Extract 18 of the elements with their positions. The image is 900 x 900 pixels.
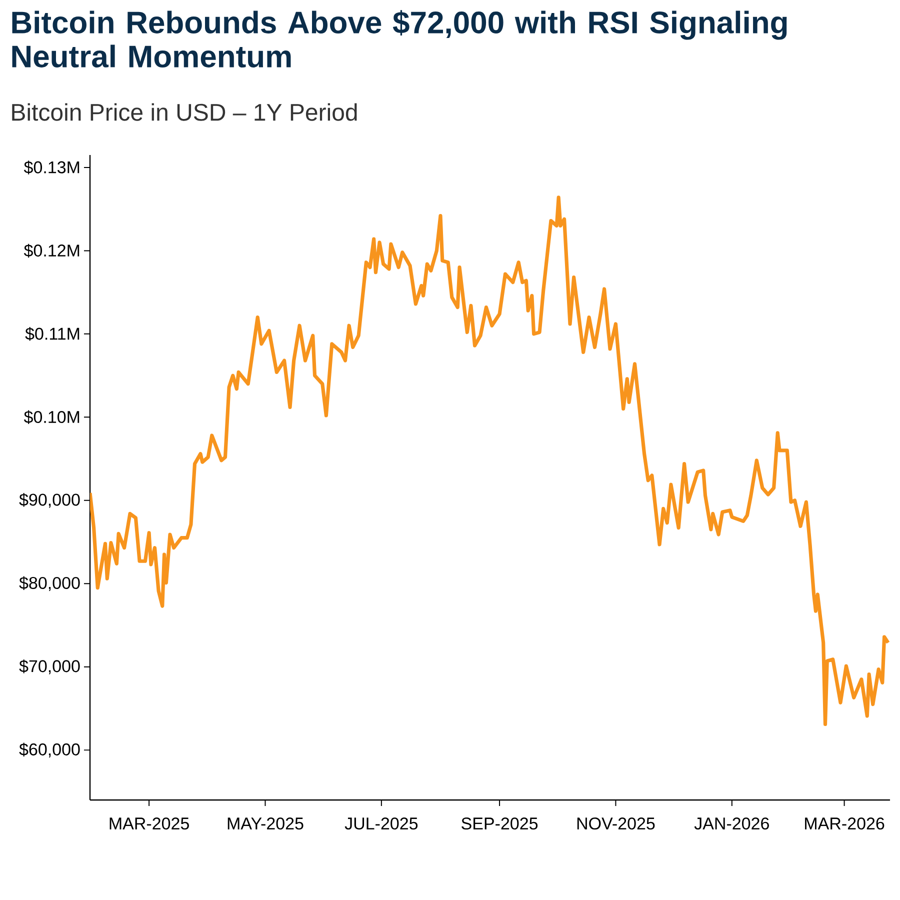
x-tick-label: MAR-2026 bbox=[805, 818, 884, 830]
x-tick-label: SEP-2025 bbox=[462, 818, 538, 830]
x-tick-label: JUL-2025 bbox=[344, 818, 418, 830]
x-tick-label: JAN-2026 bbox=[694, 818, 769, 830]
y-tick-label: $0.13M bbox=[24, 160, 80, 174]
x-tick-label: MAY-2025 bbox=[228, 818, 304, 830]
y-tick-label: $0.12M bbox=[24, 244, 80, 258]
x-tick-label: MAR-2025 bbox=[110, 818, 189, 830]
y-tick-label: $0.10M bbox=[24, 410, 80, 424]
y-tick-label: $60,000 bbox=[19, 742, 80, 758]
y-tick-label: $0.11M bbox=[25, 327, 80, 341]
chart-title: Bitcoin Rebounds Above $72,000 with RSI Signaling Neutral Momentum bbox=[12, 10, 787, 68]
y-tick-label: $70,000 bbox=[19, 659, 80, 674]
y-tick-label: $80,000 bbox=[19, 576, 80, 591]
y-tick-label: $90,000 bbox=[19, 493, 80, 508]
x-tick-label: NOV-2025 bbox=[577, 818, 655, 830]
chart-subtitle: Bitcoin Price in USD – 1Y Period bbox=[12, 103, 357, 121]
line-series bbox=[90, 196, 890, 726]
